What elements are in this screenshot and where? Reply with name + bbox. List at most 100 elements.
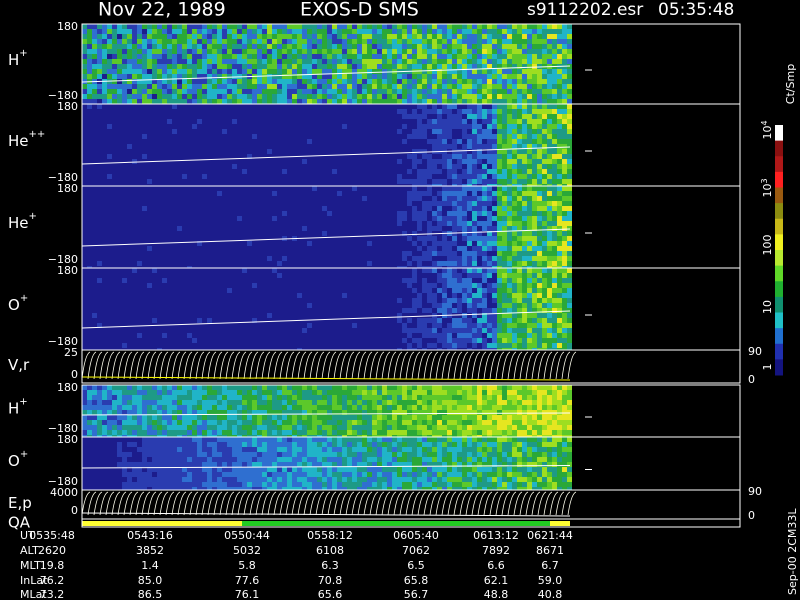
spectrogram-cell (127, 144, 132, 149)
spectrogram-cell (102, 154, 107, 159)
spectrogram-cell (82, 273, 87, 278)
spectrogram-cell (122, 149, 127, 154)
spectrogram-cell (402, 169, 407, 174)
spectrogram-cell (302, 114, 307, 119)
spectrogram-cell (122, 99, 127, 104)
spectrogram-cell (557, 231, 562, 236)
spectrogram-cell (302, 94, 307, 99)
spectrogram-cell (192, 69, 197, 74)
spectrogram-cell (417, 129, 422, 134)
spectrogram-cell (327, 29, 332, 34)
spectrogram-cell (257, 114, 262, 119)
spectrogram-cell (552, 231, 557, 236)
spectrogram-cell (472, 139, 477, 144)
spectrogram-cell (467, 231, 472, 236)
spectrogram-cell (247, 44, 252, 49)
spectrogram-cell (132, 134, 137, 139)
spectrogram-cell (82, 84, 87, 89)
spectrogram-cell (402, 236, 407, 241)
spectrogram-cell (337, 191, 342, 196)
spectrogram-cell (487, 119, 492, 124)
spectrogram-cell (237, 144, 242, 149)
spectrogram-cell (387, 94, 392, 99)
spectrogram-cell (352, 104, 357, 109)
spectrogram-cell (322, 184, 327, 186)
spectrogram-cell (417, 79, 422, 84)
spectrogram-cell (142, 174, 147, 179)
spectrogram-cell (327, 79, 332, 84)
spectrogram-cell (167, 74, 172, 79)
spectrogram-cell (297, 124, 302, 129)
spectrogram-cell (272, 246, 277, 251)
spectrogram-cell (82, 343, 87, 348)
spectrogram-cell (447, 226, 452, 231)
spectrogram-cell (512, 191, 517, 196)
spectrogram-cell (552, 59, 557, 64)
spectrogram-cell (122, 231, 127, 236)
spectrogram-cell (82, 184, 87, 186)
spectrogram-cell (327, 54, 332, 59)
spectrogram-cell (447, 104, 452, 109)
spectrogram-cell (147, 216, 152, 221)
spectrogram-cell (467, 201, 472, 206)
spectrogram-cell (467, 29, 472, 34)
spectrogram-cell (462, 104, 467, 109)
spectrogram-cell (517, 164, 522, 169)
spectrogram-cell (542, 236, 547, 241)
spectrogram-cell (142, 114, 147, 119)
spectrogram-cell (467, 124, 472, 129)
spectrogram-cell (92, 303, 97, 308)
spectrogram-cell (307, 149, 312, 154)
spectrogram-cell (392, 251, 397, 256)
spectrogram-cell (242, 59, 247, 64)
spectrogram-cell (552, 119, 557, 124)
spectrogram-cell (362, 34, 367, 39)
spectrogram-cell (407, 211, 412, 216)
spectrogram-cell (152, 201, 157, 206)
spectrogram-cell (267, 184, 272, 186)
spectrogram-cell (542, 129, 547, 134)
spectrogram-cell (197, 74, 202, 79)
spectrogram-cell (552, 256, 557, 261)
spectrogram-cell (427, 29, 432, 34)
spectrogram-cell (92, 236, 97, 241)
spectrogram-cell (417, 196, 422, 201)
spectrogram-cell (517, 49, 522, 54)
spectrogram-cell (192, 246, 197, 251)
spectrogram-cell (202, 34, 207, 39)
spectrogram-cell (437, 44, 442, 49)
spectrogram-cell (232, 114, 237, 119)
spectrogram-cell (472, 184, 477, 186)
spectrogram-cell (267, 34, 272, 39)
spectrogram-cell (557, 109, 562, 114)
spectrogram-cell (207, 226, 212, 231)
spectrogram-cell (332, 124, 337, 129)
spectrogram-cell (152, 251, 157, 256)
spectrogram-cell (382, 179, 387, 184)
spectrogram-cell (507, 196, 512, 201)
spectrogram-cell (177, 99, 182, 104)
spectrogram-cell (242, 231, 247, 236)
spectrogram-cell (232, 89, 237, 94)
spectrogram-cell (372, 241, 377, 246)
spectrogram-cell (177, 261, 182, 266)
spectrogram-cell (337, 164, 342, 169)
spectrogram-cell (132, 246, 137, 251)
spectrogram-cell (362, 266, 367, 268)
spectrogram-cell (467, 84, 472, 89)
spectrogram-cell (177, 251, 182, 256)
spectrogram-cell (482, 129, 487, 134)
spectrogram-cell (557, 134, 562, 139)
spectrogram-cell (162, 184, 167, 186)
spectrogram-cell (117, 129, 122, 134)
spectrogram-cell (477, 251, 482, 256)
spectrogram-cell (552, 149, 557, 154)
spectrogram-cell (262, 191, 267, 196)
spectrogram-cell (202, 149, 207, 154)
spectrogram-cell (412, 79, 417, 84)
spectrogram-cell (487, 64, 492, 69)
spectrogram-cell (412, 231, 417, 236)
spectrogram-cell (312, 69, 317, 74)
spectrogram-cell (332, 84, 337, 89)
spectrogram-cell (422, 109, 427, 114)
